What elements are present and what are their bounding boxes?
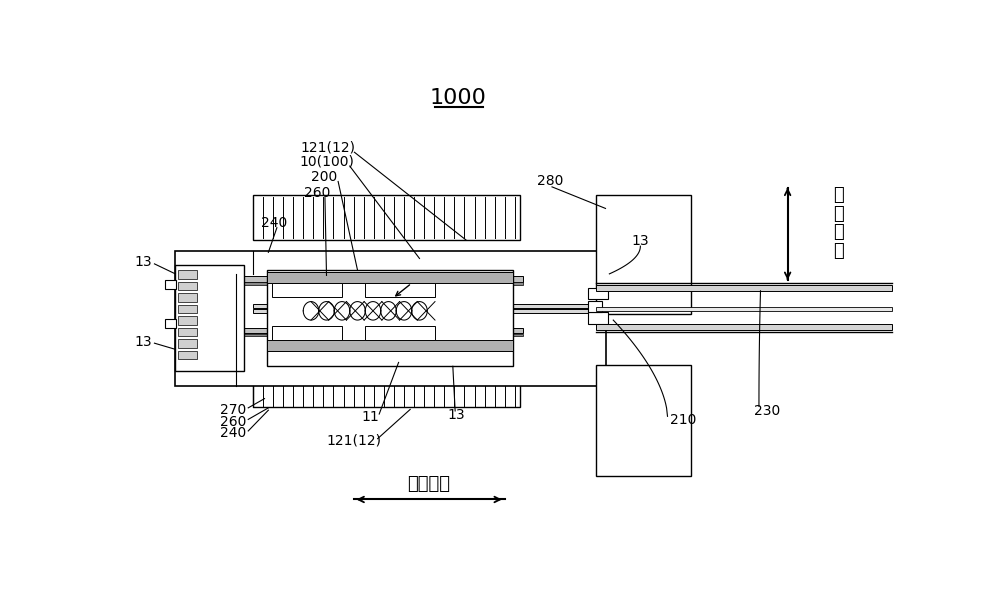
Bar (253, 362, 520, 407)
Bar (267, 270, 513, 367)
Text: 方: 方 (833, 223, 843, 241)
Bar (175, 265, 244, 371)
Text: 1000: 1000 (430, 88, 487, 108)
Text: 二: 二 (833, 205, 843, 223)
Text: 10(100): 10(100) (299, 155, 354, 168)
Bar (588, 288, 608, 299)
Text: 第一方向: 第一方向 (407, 475, 450, 493)
Bar (178, 293, 197, 301)
Bar (178, 282, 197, 290)
Bar (236, 276, 523, 282)
Text: 121(12): 121(12) (301, 141, 356, 155)
Text: 260: 260 (220, 414, 247, 429)
Bar (267, 273, 513, 283)
Text: 280: 280 (537, 174, 563, 188)
Bar (588, 301, 602, 312)
Bar (165, 280, 176, 289)
Text: 第: 第 (833, 186, 843, 204)
Bar (178, 328, 197, 336)
Text: 270: 270 (220, 403, 247, 417)
Bar (175, 251, 606, 386)
Bar (253, 309, 606, 313)
Text: 200: 200 (311, 170, 337, 184)
Bar (365, 283, 435, 297)
Bar (236, 282, 523, 285)
Bar (596, 324, 892, 330)
Text: 11: 11 (362, 410, 380, 424)
Text: 230: 230 (754, 404, 780, 418)
Bar (253, 304, 606, 308)
Bar (596, 285, 892, 291)
Bar (178, 340, 197, 348)
Bar (596, 195, 691, 314)
Bar (253, 195, 520, 240)
Bar (178, 305, 197, 313)
Bar (165, 319, 176, 328)
Text: 13: 13 (448, 408, 466, 422)
Bar (596, 365, 691, 476)
Text: 向: 向 (833, 242, 843, 260)
Text: 13: 13 (135, 335, 152, 349)
Bar (365, 326, 435, 340)
Bar (596, 307, 892, 311)
Bar (272, 326, 342, 340)
Bar (236, 334, 523, 336)
Bar (178, 270, 197, 279)
Bar (236, 328, 523, 333)
Text: 240: 240 (220, 426, 247, 440)
Text: 240: 240 (261, 216, 287, 230)
Bar (178, 316, 197, 325)
Bar (178, 351, 197, 359)
Bar (267, 340, 513, 351)
Bar (588, 313, 608, 324)
Text: 260: 260 (304, 186, 330, 200)
Bar (272, 283, 342, 297)
Text: 210: 210 (670, 413, 696, 427)
Text: 121(12): 121(12) (327, 434, 382, 448)
Text: 13: 13 (135, 255, 152, 268)
Text: 13: 13 (632, 234, 649, 248)
